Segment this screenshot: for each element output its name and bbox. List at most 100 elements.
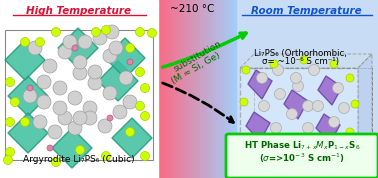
- Circle shape: [328, 116, 339, 127]
- Circle shape: [11, 98, 20, 106]
- Circle shape: [72, 45, 78, 51]
- Bar: [214, 0, 215, 178]
- Bar: [220, 0, 222, 178]
- Circle shape: [53, 81, 67, 95]
- Bar: [174, 0, 176, 178]
- Circle shape: [6, 77, 14, 87]
- Bar: [0, 0, 160, 178]
- Bar: [233, 0, 235, 178]
- Circle shape: [78, 35, 92, 49]
- Bar: [240, 68, 358, 156]
- Bar: [215, 0, 217, 178]
- Circle shape: [98, 119, 112, 133]
- Circle shape: [127, 59, 133, 65]
- Polygon shape: [8, 113, 48, 153]
- Circle shape: [271, 122, 282, 134]
- Bar: [212, 0, 214, 178]
- Bar: [228, 0, 229, 178]
- Bar: [211, 0, 212, 178]
- Circle shape: [103, 86, 117, 100]
- Circle shape: [51, 158, 60, 166]
- Bar: [192, 0, 194, 178]
- Circle shape: [23, 89, 37, 103]
- Circle shape: [242, 140, 250, 148]
- Circle shape: [51, 27, 60, 36]
- Circle shape: [293, 80, 304, 91]
- Circle shape: [270, 60, 278, 68]
- Circle shape: [119, 71, 133, 85]
- Circle shape: [346, 128, 354, 136]
- Polygon shape: [284, 90, 308, 119]
- Circle shape: [105, 25, 119, 39]
- Bar: [155, 0, 156, 178]
- Circle shape: [285, 137, 296, 148]
- Circle shape: [354, 136, 362, 144]
- Circle shape: [3, 156, 12, 164]
- Polygon shape: [5, 40, 45, 80]
- Circle shape: [287, 109, 297, 119]
- Bar: [217, 0, 218, 178]
- FancyBboxPatch shape: [226, 134, 378, 178]
- Bar: [173, 0, 175, 178]
- Bar: [189, 0, 191, 178]
- Bar: [161, 0, 163, 178]
- Circle shape: [58, 45, 72, 59]
- Circle shape: [20, 38, 29, 46]
- Bar: [204, 0, 206, 178]
- Bar: [230, 0, 378, 178]
- Polygon shape: [112, 118, 152, 158]
- Bar: [199, 0, 201, 178]
- Circle shape: [73, 111, 87, 125]
- Circle shape: [28, 41, 42, 55]
- Bar: [193, 0, 195, 178]
- Text: substitution: substitution: [172, 39, 223, 73]
- Text: ~210 °C: ~210 °C: [170, 4, 214, 14]
- Circle shape: [262, 150, 270, 158]
- Circle shape: [333, 82, 344, 93]
- Circle shape: [330, 60, 338, 68]
- Bar: [216, 0, 218, 178]
- Circle shape: [257, 72, 268, 83]
- Circle shape: [294, 150, 302, 158]
- Circle shape: [291, 72, 302, 83]
- Text: Room Temperature: Room Temperature: [251, 6, 361, 16]
- Circle shape: [88, 76, 102, 90]
- Bar: [202, 0, 204, 178]
- Bar: [226, 0, 228, 178]
- Circle shape: [301, 137, 311, 148]
- Circle shape: [302, 101, 313, 111]
- Bar: [222, 0, 224, 178]
- Polygon shape: [58, 28, 98, 68]
- Circle shape: [37, 75, 51, 89]
- Polygon shape: [240, 54, 372, 68]
- Bar: [179, 0, 181, 178]
- Bar: [234, 0, 235, 178]
- Bar: [188, 0, 190, 178]
- Circle shape: [83, 101, 97, 115]
- Circle shape: [242, 66, 250, 74]
- Polygon shape: [246, 112, 270, 141]
- Bar: [5, 30, 153, 160]
- Circle shape: [33, 115, 47, 129]
- Bar: [176, 0, 178, 178]
- Circle shape: [37, 95, 51, 109]
- Circle shape: [339, 103, 350, 114]
- Bar: [203, 0, 204, 178]
- Circle shape: [273, 64, 284, 75]
- Bar: [224, 0, 226, 178]
- Bar: [206, 0, 208, 178]
- Circle shape: [6, 148, 14, 156]
- Polygon shape: [248, 70, 272, 99]
- Circle shape: [147, 28, 156, 38]
- Circle shape: [141, 83, 150, 93]
- Bar: [219, 0, 221, 178]
- Circle shape: [308, 64, 319, 75]
- Bar: [162, 0, 164, 178]
- Text: Li₇PS₆ (Orthorhombic,: Li₇PS₆ (Orthorhombic,: [254, 49, 347, 58]
- Bar: [168, 0, 170, 178]
- Circle shape: [53, 101, 67, 115]
- Bar: [223, 0, 225, 178]
- Circle shape: [109, 41, 123, 55]
- Circle shape: [300, 56, 308, 64]
- Bar: [169, 0, 170, 178]
